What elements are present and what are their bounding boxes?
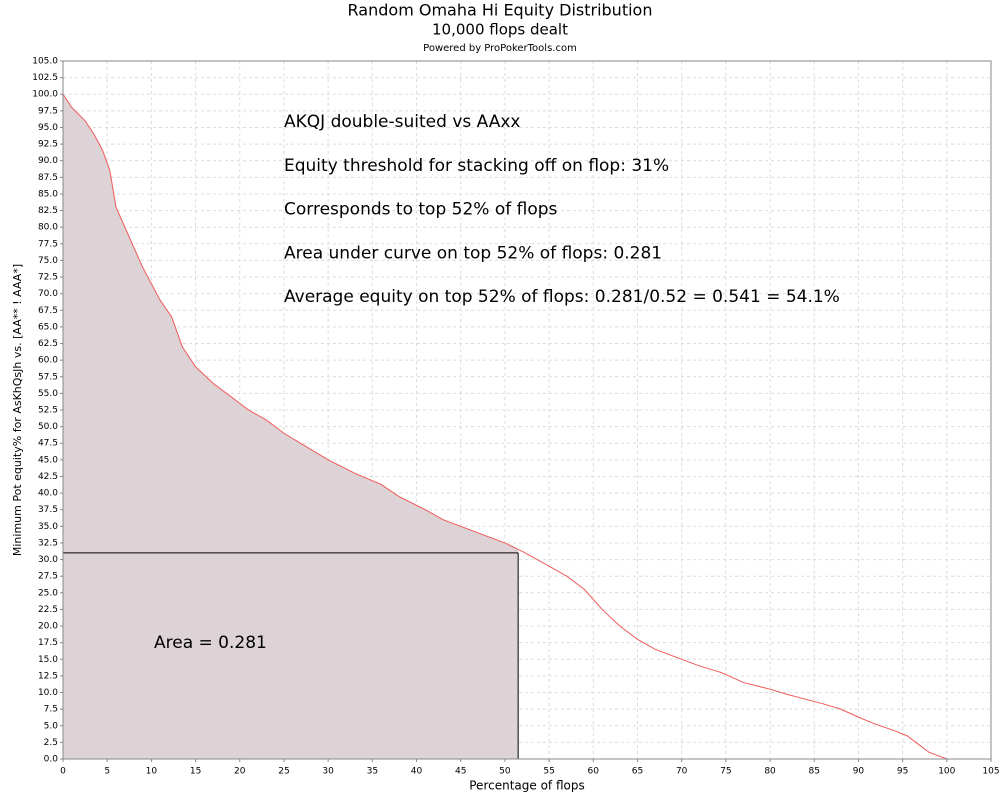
y-tick-label: 52.5	[38, 406, 58, 416]
y-tick-label: 2.5	[44, 738, 58, 748]
x-tick-label: 50	[499, 767, 511, 777]
x-tick-label: 95	[897, 767, 908, 777]
x-tick-label: 80	[764, 767, 776, 777]
y-tick-label: 40.0	[38, 489, 58, 499]
y-tick-label: 100.0	[32, 90, 58, 100]
y-tick-label: 5.0	[44, 721, 59, 731]
y-tick-label: 95.0	[38, 123, 58, 133]
x-tick-label: 40	[411, 767, 423, 777]
x-tick-label: 15	[190, 767, 201, 777]
y-tick-label: 77.5	[38, 239, 58, 249]
y-tick-label: 67.5	[38, 306, 58, 316]
x-tick-label: 75	[720, 767, 731, 777]
y-tick-label: 50.0	[38, 422, 58, 432]
y-tick-label: 105.0	[32, 57, 58, 67]
chart-subtitle: 10,000 flops dealt	[432, 21, 568, 39]
x-tick-label: 0	[60, 767, 66, 777]
y-tick-label: 47.5	[38, 439, 58, 449]
annotation: Equity threshold for stacking off on flo…	[284, 156, 669, 176]
x-tick-label: 20	[234, 767, 246, 777]
y-tick-label: 57.5	[38, 372, 58, 382]
y-tick-label: 45.0	[38, 455, 58, 465]
y-tick-label: 97.5	[38, 106, 58, 116]
annotation: Average equity on top 52% of flops: 0.28…	[284, 287, 840, 307]
chart-title: Random Omaha Hi Equity Distribution	[348, 1, 653, 20]
area-label: Area = 0.281	[154, 633, 267, 653]
x-axis-label: Percentage of flops	[469, 779, 584, 793]
y-tick-label: 37.5	[38, 505, 58, 515]
y-tick-label: 42.5	[38, 472, 58, 482]
line	[62, 93, 947, 760]
y-tick-label: 72.5	[38, 273, 58, 283]
x-tick-label: 60	[588, 767, 600, 777]
x-tick-label: 90	[853, 767, 865, 777]
x-tick-label: 30	[322, 767, 334, 777]
y-tick-label: 0.0	[44, 755, 59, 765]
y-tick-label: 102.5	[32, 73, 58, 83]
y-tick-label: 32.5	[38, 538, 58, 548]
y-tick-label: 85.0	[38, 189, 58, 199]
credit: Powered by ProPokerTools.com	[423, 43, 577, 54]
x-tick-label: 25	[278, 767, 289, 777]
plot-border	[62, 60, 992, 760]
y-tick-label: 65.0	[38, 322, 58, 332]
x-tick-label: 65	[632, 767, 643, 777]
y-tick-label: 87.5	[38, 173, 58, 183]
y-tick-label: 60.0	[38, 356, 58, 366]
y-tick-label: 55.0	[38, 389, 58, 399]
x-tick-label: 100	[938, 767, 955, 777]
x-tick-label: 5	[104, 767, 110, 777]
x-tick-label: 55	[543, 767, 554, 777]
x-tick-label: 45	[455, 767, 466, 777]
y-tick-label: 10.0	[38, 688, 58, 698]
annotation: Corresponds to top 52% of flops	[284, 200, 558, 220]
y-tick-label: 7.5	[44, 705, 58, 715]
y-tick-label: 80.0	[38, 223, 58, 233]
annotation: Area under curve on top 52% of flops: 0.…	[284, 243, 662, 263]
y-tick-label: 25.0	[38, 588, 58, 598]
y-tick-label: 82.5	[38, 206, 58, 216]
x-tick-label: 10	[146, 767, 158, 777]
y-tick-label: 30.0	[38, 555, 58, 565]
y-tick-label: 62.5	[38, 339, 58, 349]
x-tick-label: 70	[676, 767, 688, 777]
x-tick-label: 35	[367, 767, 378, 777]
y-tick-label: 22.5	[38, 605, 58, 615]
y-tick-label: 12.5	[38, 671, 58, 681]
x-tick-label: 105	[982, 767, 999, 777]
y-tick-label: 90.0	[38, 156, 58, 166]
x-tick-label: 85	[809, 767, 820, 777]
y-tick-label: 15.0	[38, 655, 58, 665]
y-tick-label: 92.5	[38, 140, 58, 150]
y-tick-label: 75.0	[38, 256, 58, 266]
y-tick-label: 35.0	[38, 522, 58, 532]
annotation: AKQJ double-suited vs AAxx	[284, 112, 521, 132]
y-tick-label: 20.0	[38, 622, 58, 632]
area	[63, 94, 519, 759]
y-tick-label: 17.5	[38, 638, 58, 648]
y-axis-label: Minimum Pot equity% for AsKhQsJh vs. [AA…	[11, 264, 24, 556]
y-tick-label: 70.0	[38, 289, 58, 299]
y-tick-label: 27.5	[38, 572, 58, 582]
